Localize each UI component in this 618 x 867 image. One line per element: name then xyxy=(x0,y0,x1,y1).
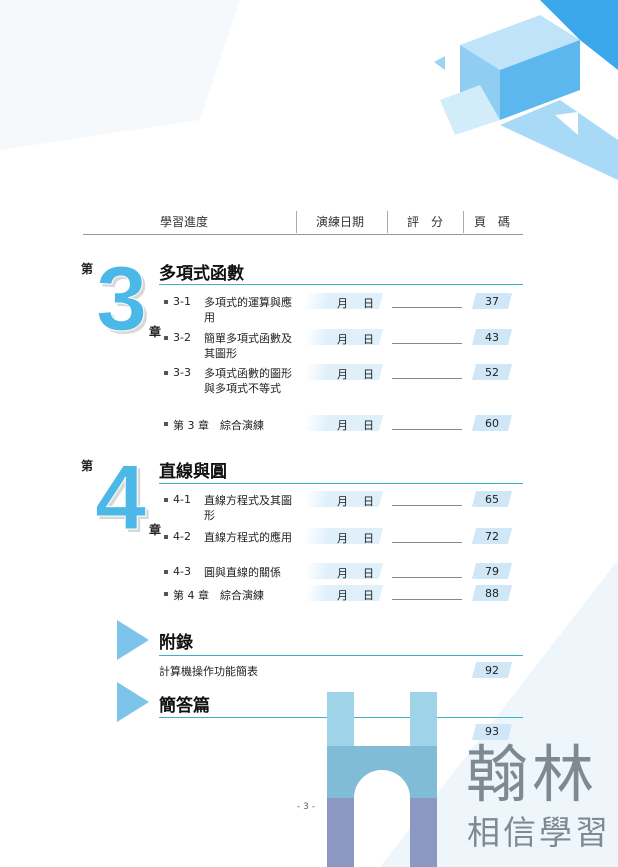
chapter-title: 多項式函數 xyxy=(159,264,244,284)
section-code: 3-3 xyxy=(173,366,191,379)
day-label: 日 xyxy=(363,495,374,508)
day-label: 日 xyxy=(363,532,374,545)
page-number: 37 xyxy=(485,295,499,308)
triangle-marker-icon xyxy=(117,620,149,660)
section-title: 多項式函數的圖形與多項式不等式 xyxy=(204,367,292,395)
header-progress: 學習進度 xyxy=(160,215,209,229)
chapter-number: 3 xyxy=(95,248,148,350)
hanlin-logo-icon xyxy=(327,692,437,867)
chapter-number: 4 xyxy=(94,447,147,549)
section-code: 3-2 xyxy=(173,331,191,344)
month-label: 月 xyxy=(337,532,348,545)
month-label: 月 xyxy=(337,297,348,310)
appendix-item[interactable]: 計算機操作功能簡表 xyxy=(159,665,258,678)
header-date: 演練日期 xyxy=(316,215,365,229)
month-label: 月 xyxy=(337,419,348,432)
day-label: 日 xyxy=(363,567,374,580)
score-field[interactable] xyxy=(392,429,462,430)
page-number: 93 xyxy=(485,725,499,738)
page-number: 92 xyxy=(485,664,499,677)
section-title: 第 3 章 綜合演練 xyxy=(173,419,264,432)
chapter-prefix: 第 xyxy=(81,459,94,473)
header-page: 頁 碼 xyxy=(474,215,511,229)
page-number: 65 xyxy=(485,493,499,506)
answers-title: 簡答篇 xyxy=(159,696,210,716)
header-score: 評 分 xyxy=(407,215,444,229)
score-field[interactable] xyxy=(392,343,462,344)
page-number: 43 xyxy=(485,331,499,344)
score-field[interactable] xyxy=(392,599,462,600)
month-label: 月 xyxy=(337,589,348,602)
divider xyxy=(387,211,388,233)
section-code: 4-1 xyxy=(173,493,191,506)
header-line xyxy=(83,234,523,235)
appendix-title: 附錄 xyxy=(159,633,193,653)
chapter-prefix: 第 xyxy=(81,262,94,276)
page-number: 60 xyxy=(485,417,499,430)
divider xyxy=(463,211,464,233)
month-label: 月 xyxy=(337,495,348,508)
page-footer-number: - 3 - xyxy=(297,802,315,812)
section-title: 直線方程式及其圖形 xyxy=(204,494,292,522)
chapter-suffix: 章 xyxy=(149,325,162,339)
page-number: 52 xyxy=(485,366,499,379)
page-number: 79 xyxy=(485,565,499,578)
day-label: 日 xyxy=(363,368,374,381)
section-code: 4-3 xyxy=(173,565,191,578)
divider xyxy=(296,211,297,233)
score-field[interactable] xyxy=(392,307,462,308)
triangle-marker-icon xyxy=(117,682,149,722)
title-underline xyxy=(159,284,523,285)
month-label: 月 xyxy=(337,567,348,580)
section-title: 簡單多項式函數及其圖形 xyxy=(204,332,292,360)
page-number: 72 xyxy=(485,530,499,543)
day-label: 日 xyxy=(363,589,374,602)
score-field[interactable] xyxy=(392,378,462,379)
chapter-suffix: 章 xyxy=(149,523,162,537)
day-label: 日 xyxy=(363,297,374,310)
section-title: 圓與直線的關係 xyxy=(204,566,281,579)
logo-slogan: 相信學習 xyxy=(467,813,611,852)
title-underline xyxy=(159,483,523,484)
section-code: 3-1 xyxy=(173,295,191,308)
section-title: 直線方程式的應用 xyxy=(204,531,292,544)
month-label: 月 xyxy=(337,368,348,381)
day-label: 日 xyxy=(363,419,374,432)
section-title: 第 4 章 綜合演練 xyxy=(173,589,264,602)
logo-name: 翰林 xyxy=(466,738,599,811)
cube-decoration-icon xyxy=(434,0,618,180)
score-field[interactable] xyxy=(392,577,462,578)
chapter-title: 直線與圓 xyxy=(159,462,227,482)
score-field[interactable] xyxy=(392,505,462,506)
score-field[interactable] xyxy=(392,542,462,543)
day-label: 日 xyxy=(363,333,374,346)
title-underline xyxy=(159,655,523,656)
section-title: 多項式的運算與應用 xyxy=(204,296,292,324)
month-label: 月 xyxy=(337,333,348,346)
section-code: 4-2 xyxy=(173,530,191,543)
page-number: 88 xyxy=(485,587,499,600)
